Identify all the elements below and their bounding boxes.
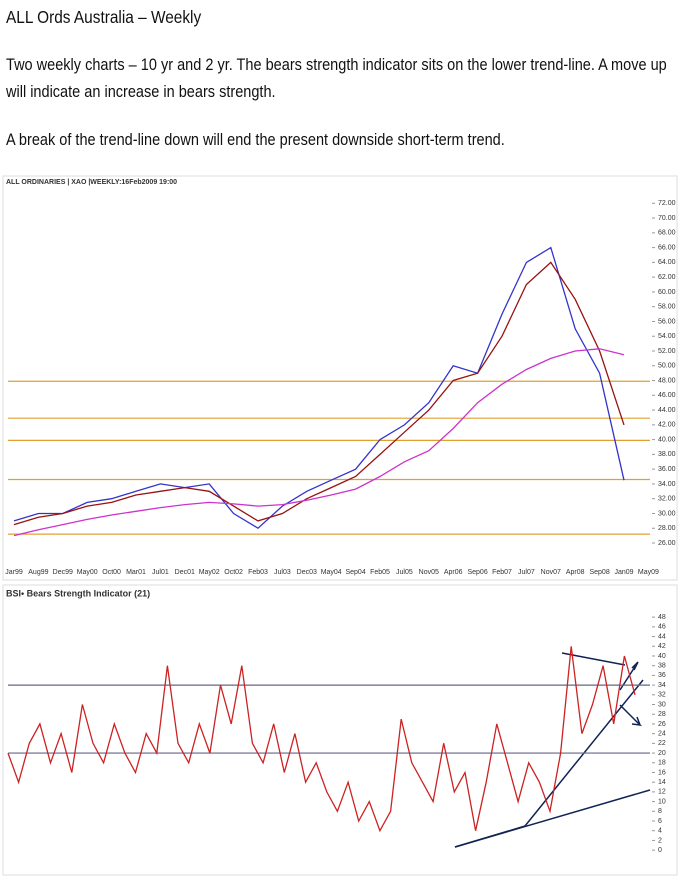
x-tick-label: May02 bbox=[199, 569, 220, 576]
y-tick-label: 68.00 bbox=[658, 230, 676, 237]
x-tick-label: May04 bbox=[321, 569, 342, 576]
y-tick-label: 34.00 bbox=[658, 481, 676, 488]
y-tick-label: 30.00 bbox=[658, 510, 676, 517]
title: ALL Ords Australia – Weekly bbox=[6, 7, 202, 27]
y-tick-label: 48 bbox=[658, 614, 666, 621]
x-tick-label: Feb07 bbox=[492, 569, 512, 576]
arrow bbox=[619, 704, 643, 727]
arrow bbox=[619, 661, 639, 691]
x-tick-label: Jar99 bbox=[5, 569, 23, 576]
y-tick-label: 32.00 bbox=[658, 496, 676, 503]
y-tick-label: 46 bbox=[658, 624, 666, 631]
y-tick-label: 6 bbox=[658, 818, 662, 825]
x-tick-label: Feb03 bbox=[248, 569, 268, 576]
chart-title: ALL ORDINARIES | XAO |WEEKLY:16Feb2009 1… bbox=[6, 179, 177, 186]
y-tick-label: 18 bbox=[658, 760, 666, 767]
series-line bbox=[13, 261, 625, 526]
x-tick-label: Sep08 bbox=[589, 569, 609, 576]
trend-line bbox=[561, 652, 626, 666]
y-tick-label: 52.00 bbox=[658, 348, 676, 355]
x-tick-label: Jul07 bbox=[518, 569, 535, 576]
y-tick-label: 10 bbox=[658, 798, 666, 805]
y-tick-label: 26.00 bbox=[658, 540, 676, 547]
series-line bbox=[7, 646, 636, 833]
series-line bbox=[13, 348, 625, 537]
x-tick-label: Feb05 bbox=[370, 569, 390, 576]
x-tick-label: Jul03 bbox=[274, 569, 291, 576]
x-tick-label: May00 bbox=[77, 569, 98, 576]
x-tick-label: Jan09 bbox=[614, 569, 633, 576]
x-tick-label: Aug99 bbox=[28, 569, 48, 576]
x-tick-label: Nov07 bbox=[541, 569, 561, 576]
x-tick-label: Mar01 bbox=[126, 569, 146, 576]
y-tick-label: 24 bbox=[658, 730, 666, 737]
trend-line bbox=[454, 825, 526, 848]
y-tick-label: 2 bbox=[658, 837, 662, 844]
x-tick-label: Dec03 bbox=[297, 569, 317, 576]
y-tick-label: 8 bbox=[658, 808, 662, 815]
x-tick-label: Sep04 bbox=[345, 569, 365, 576]
x-tick-label: Nov05 bbox=[419, 569, 439, 576]
x-tick-label: Oct00 bbox=[102, 569, 121, 576]
y-tick-label: 62.00 bbox=[658, 274, 676, 281]
y-tick-label: 56.00 bbox=[658, 318, 676, 325]
y-tick-label: 42.00 bbox=[658, 422, 676, 429]
y-tick-label: 22 bbox=[658, 740, 666, 747]
chart-frame bbox=[2, 175, 678, 581]
series-line bbox=[13, 246, 625, 530]
y-tick-label: 28.00 bbox=[658, 525, 676, 532]
y-tick-label: 20 bbox=[658, 750, 666, 757]
x-tick-label: May09 bbox=[638, 569, 659, 576]
y-tick-label: 4 bbox=[658, 828, 662, 835]
y-tick-label: 36 bbox=[658, 672, 666, 679]
y-tick-label: 38.00 bbox=[658, 451, 676, 458]
y-tick-label: 28 bbox=[658, 711, 666, 718]
y-tick-label: 26 bbox=[658, 721, 666, 728]
x-tick-label: Oct02 bbox=[224, 569, 243, 576]
y-tick-label: 46.00 bbox=[658, 392, 676, 399]
y-tick-label: 72.00 bbox=[658, 200, 676, 207]
x-tick-label: Dec99 bbox=[53, 569, 73, 576]
y-tick-label: 32 bbox=[658, 692, 666, 699]
y-tick-label: 40.00 bbox=[658, 436, 676, 443]
y-tick-label: 48.00 bbox=[658, 377, 676, 384]
y-tick-label: 70.00 bbox=[658, 215, 676, 222]
y-tick-label: 0 bbox=[658, 847, 662, 854]
y-tick-label: 38 bbox=[658, 663, 666, 670]
x-tick-label: Dec01 bbox=[175, 569, 195, 576]
y-tick-label: 66.00 bbox=[658, 244, 676, 251]
y-tick-label: 64.00 bbox=[658, 259, 676, 266]
y-tick-label: 54.00 bbox=[658, 333, 676, 340]
y-tick-label: 50.00 bbox=[658, 363, 676, 370]
y-tick-label: 42 bbox=[658, 643, 666, 650]
y-tick-label: 60.00 bbox=[658, 289, 676, 296]
x-tick-label: Jul05 bbox=[396, 569, 413, 576]
chart-title: BSI• Bears Strength Indicator (21) bbox=[6, 588, 150, 598]
x-tick-label: Apr06 bbox=[444, 569, 463, 576]
y-tick-label: 34 bbox=[658, 682, 666, 689]
y-tick-label: 40 bbox=[658, 653, 666, 660]
y-tick-label: 16 bbox=[658, 769, 666, 776]
y-tick-label: 36.00 bbox=[658, 466, 676, 473]
y-tick-label: 58.00 bbox=[658, 304, 676, 311]
x-tick-label: Sep06 bbox=[467, 569, 487, 576]
chart-frame bbox=[2, 584, 678, 876]
paragraph: Two weekly charts – 10 yr and 2 yr. The … bbox=[6, 56, 667, 101]
x-tick-label: Jul01 bbox=[152, 569, 169, 576]
y-tick-label: 44 bbox=[658, 633, 666, 640]
paragraph: A break of the trend-line down will end … bbox=[6, 131, 505, 149]
y-tick-label: 12 bbox=[658, 789, 666, 796]
y-tick-label: 44.00 bbox=[658, 407, 676, 414]
y-tick-label: 14 bbox=[658, 779, 666, 786]
x-tick-label: Apr08 bbox=[566, 569, 585, 576]
y-tick-label: 30 bbox=[658, 701, 666, 708]
